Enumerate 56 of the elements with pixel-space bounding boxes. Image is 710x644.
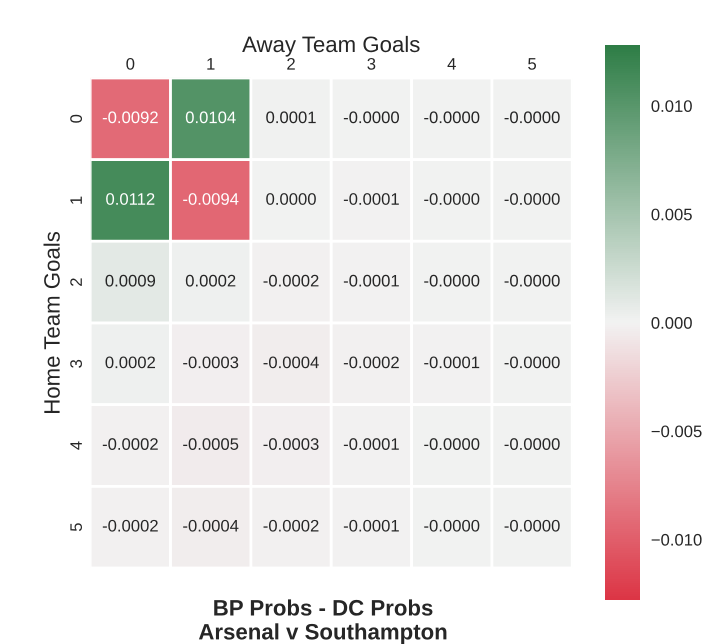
- data-label: 0.0009: [106, 274, 156, 287]
- data-label: -0.0000: [504, 438, 560, 450]
- data-label: -0.0004: [183, 520, 238, 532]
- data-label: -0.0000: [344, 111, 400, 124]
- y-tick-label: 0: [70, 114, 82, 123]
- data-label: -0.0002: [102, 520, 158, 532]
- data-label: -0.0005: [183, 438, 238, 450]
- data-label: -0.0000: [504, 193, 560, 205]
- x-tick-label: 3: [367, 58, 376, 70]
- color-bar-label: −0.010: [652, 534, 702, 546]
- y-axis-title: Home Team Goals: [44, 232, 60, 413]
- data-label: -0.0000: [504, 356, 560, 368]
- data-label: 0.0002: [186, 274, 236, 287]
- data-label: -0.0003: [183, 356, 238, 368]
- y-tick-label: 1: [70, 196, 82, 204]
- text: BP Probs - DC Probs Arsenal v Southampton: [198, 599, 446, 644]
- data-label: -0.0000: [424, 193, 480, 205]
- data-label: -0.0002: [102, 438, 158, 450]
- data-label: -0.0002: [264, 274, 318, 287]
- data-label: -0.0094: [183, 193, 238, 205]
- data-label: -0.0003: [264, 438, 319, 450]
- data-label: -0.0000: [504, 274, 560, 287]
- data-label: -0.0092: [102, 111, 158, 124]
- color-bar-label: −0.005: [652, 425, 702, 438]
- data-label: -0.0000: [424, 438, 480, 450]
- y-tick-label: 3: [70, 360, 82, 368]
- data-label: -0.0001: [344, 193, 399, 205]
- x-tick-label: 1: [207, 58, 215, 70]
- data-label: 0.0112: [106, 193, 154, 205]
- data-label: -0.0000: [424, 111, 480, 124]
- data-label: -0.0000: [504, 520, 560, 532]
- data-label: -0.0001: [424, 356, 480, 368]
- y-tick-label: 2: [70, 278, 82, 286]
- data-label: -0.0000: [424, 274, 480, 287]
- color-bar-label: 0.000: [651, 317, 692, 329]
- data-label: -0.0004: [264, 356, 319, 368]
- x-tick-label: 2: [287, 58, 295, 70]
- x-axis-title: Away Team Goals: [242, 36, 420, 57]
- y-tick-label: 5: [70, 523, 82, 532]
- x-tick-label: 4: [447, 58, 456, 70]
- data-label: -0.0000: [424, 520, 480, 532]
- color-bar-label: 0.005: [651, 208, 692, 220]
- data-label: -0.0001: [344, 274, 399, 287]
- data-label: -0.0001: [344, 520, 399, 532]
- data-label: 0.0001: [266, 111, 316, 124]
- color-bar-label: 0.010: [651, 100, 692, 112]
- data-label: 0.0000: [266, 193, 316, 205]
- y-tick-label: 4: [70, 441, 82, 450]
- data-label: 0.0002: [106, 356, 155, 368]
- data-label: -0.0002: [264, 520, 318, 532]
- x-tick-label: 0: [126, 58, 134, 70]
- data-label: 0.0104: [186, 111, 236, 124]
- x-tick-label: 5: [528, 58, 536, 70]
- data-label: -0.0002: [344, 356, 399, 368]
- data-label: -0.0000: [504, 111, 560, 124]
- data-label: -0.0001: [344, 438, 399, 450]
